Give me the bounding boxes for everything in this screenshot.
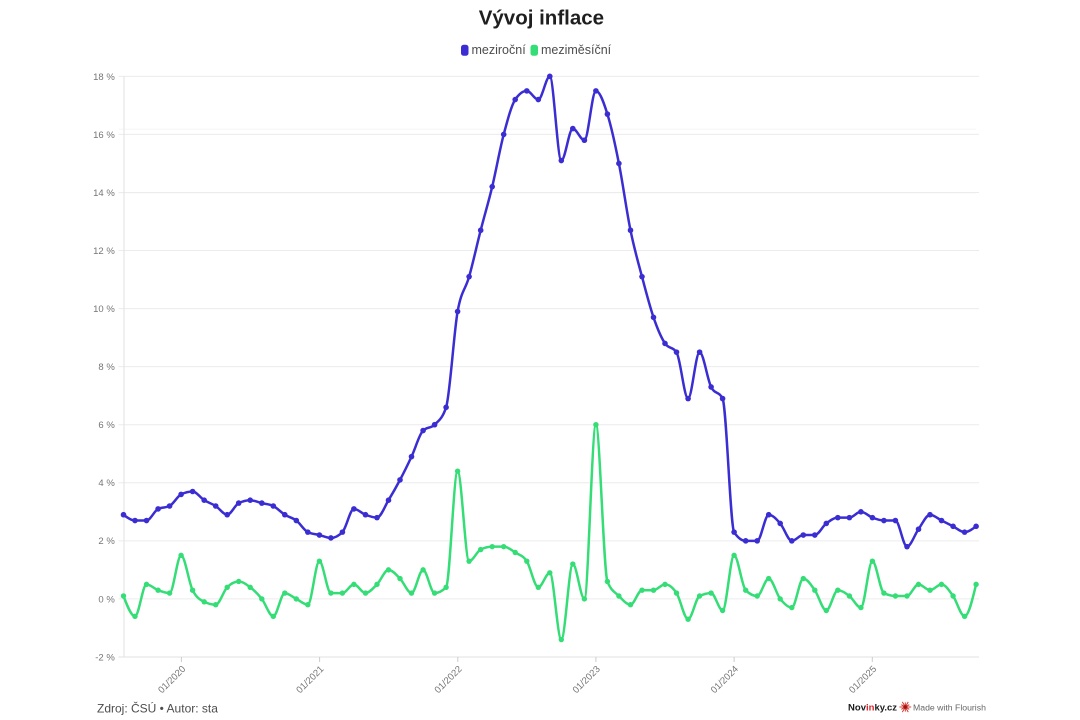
svg-text:6 %: 6 % [98,420,115,431]
svg-text:Made with Flourish: Made with Flourish [913,703,986,713]
svg-text:-2 %: -2 % [95,652,115,663]
svg-text:8 %: 8 % [98,362,115,373]
svg-text:0 %: 0 % [98,594,115,605]
svg-text:meziroční: meziroční [472,43,527,57]
svg-text:4 %: 4 % [98,478,115,489]
svg-text:14 %: 14 % [93,188,115,199]
svg-text:10 %: 10 % [93,304,115,315]
svg-text:12 %: 12 % [93,246,115,257]
svg-text:Novinky.cz: Novinky.cz [848,703,897,714]
svg-text:meziměsíční: meziměsíční [541,43,612,57]
svg-text:Zdroj: ČSÚ • Autor: sta: Zdroj: ČSÚ • Autor: sta [97,700,218,715]
svg-text:16 %: 16 % [93,130,115,141]
svg-text:2 %: 2 % [98,536,115,547]
svg-text:Vývoj inflace: Vývoj inflace [479,6,604,29]
svg-text:18 %: 18 % [93,72,115,83]
